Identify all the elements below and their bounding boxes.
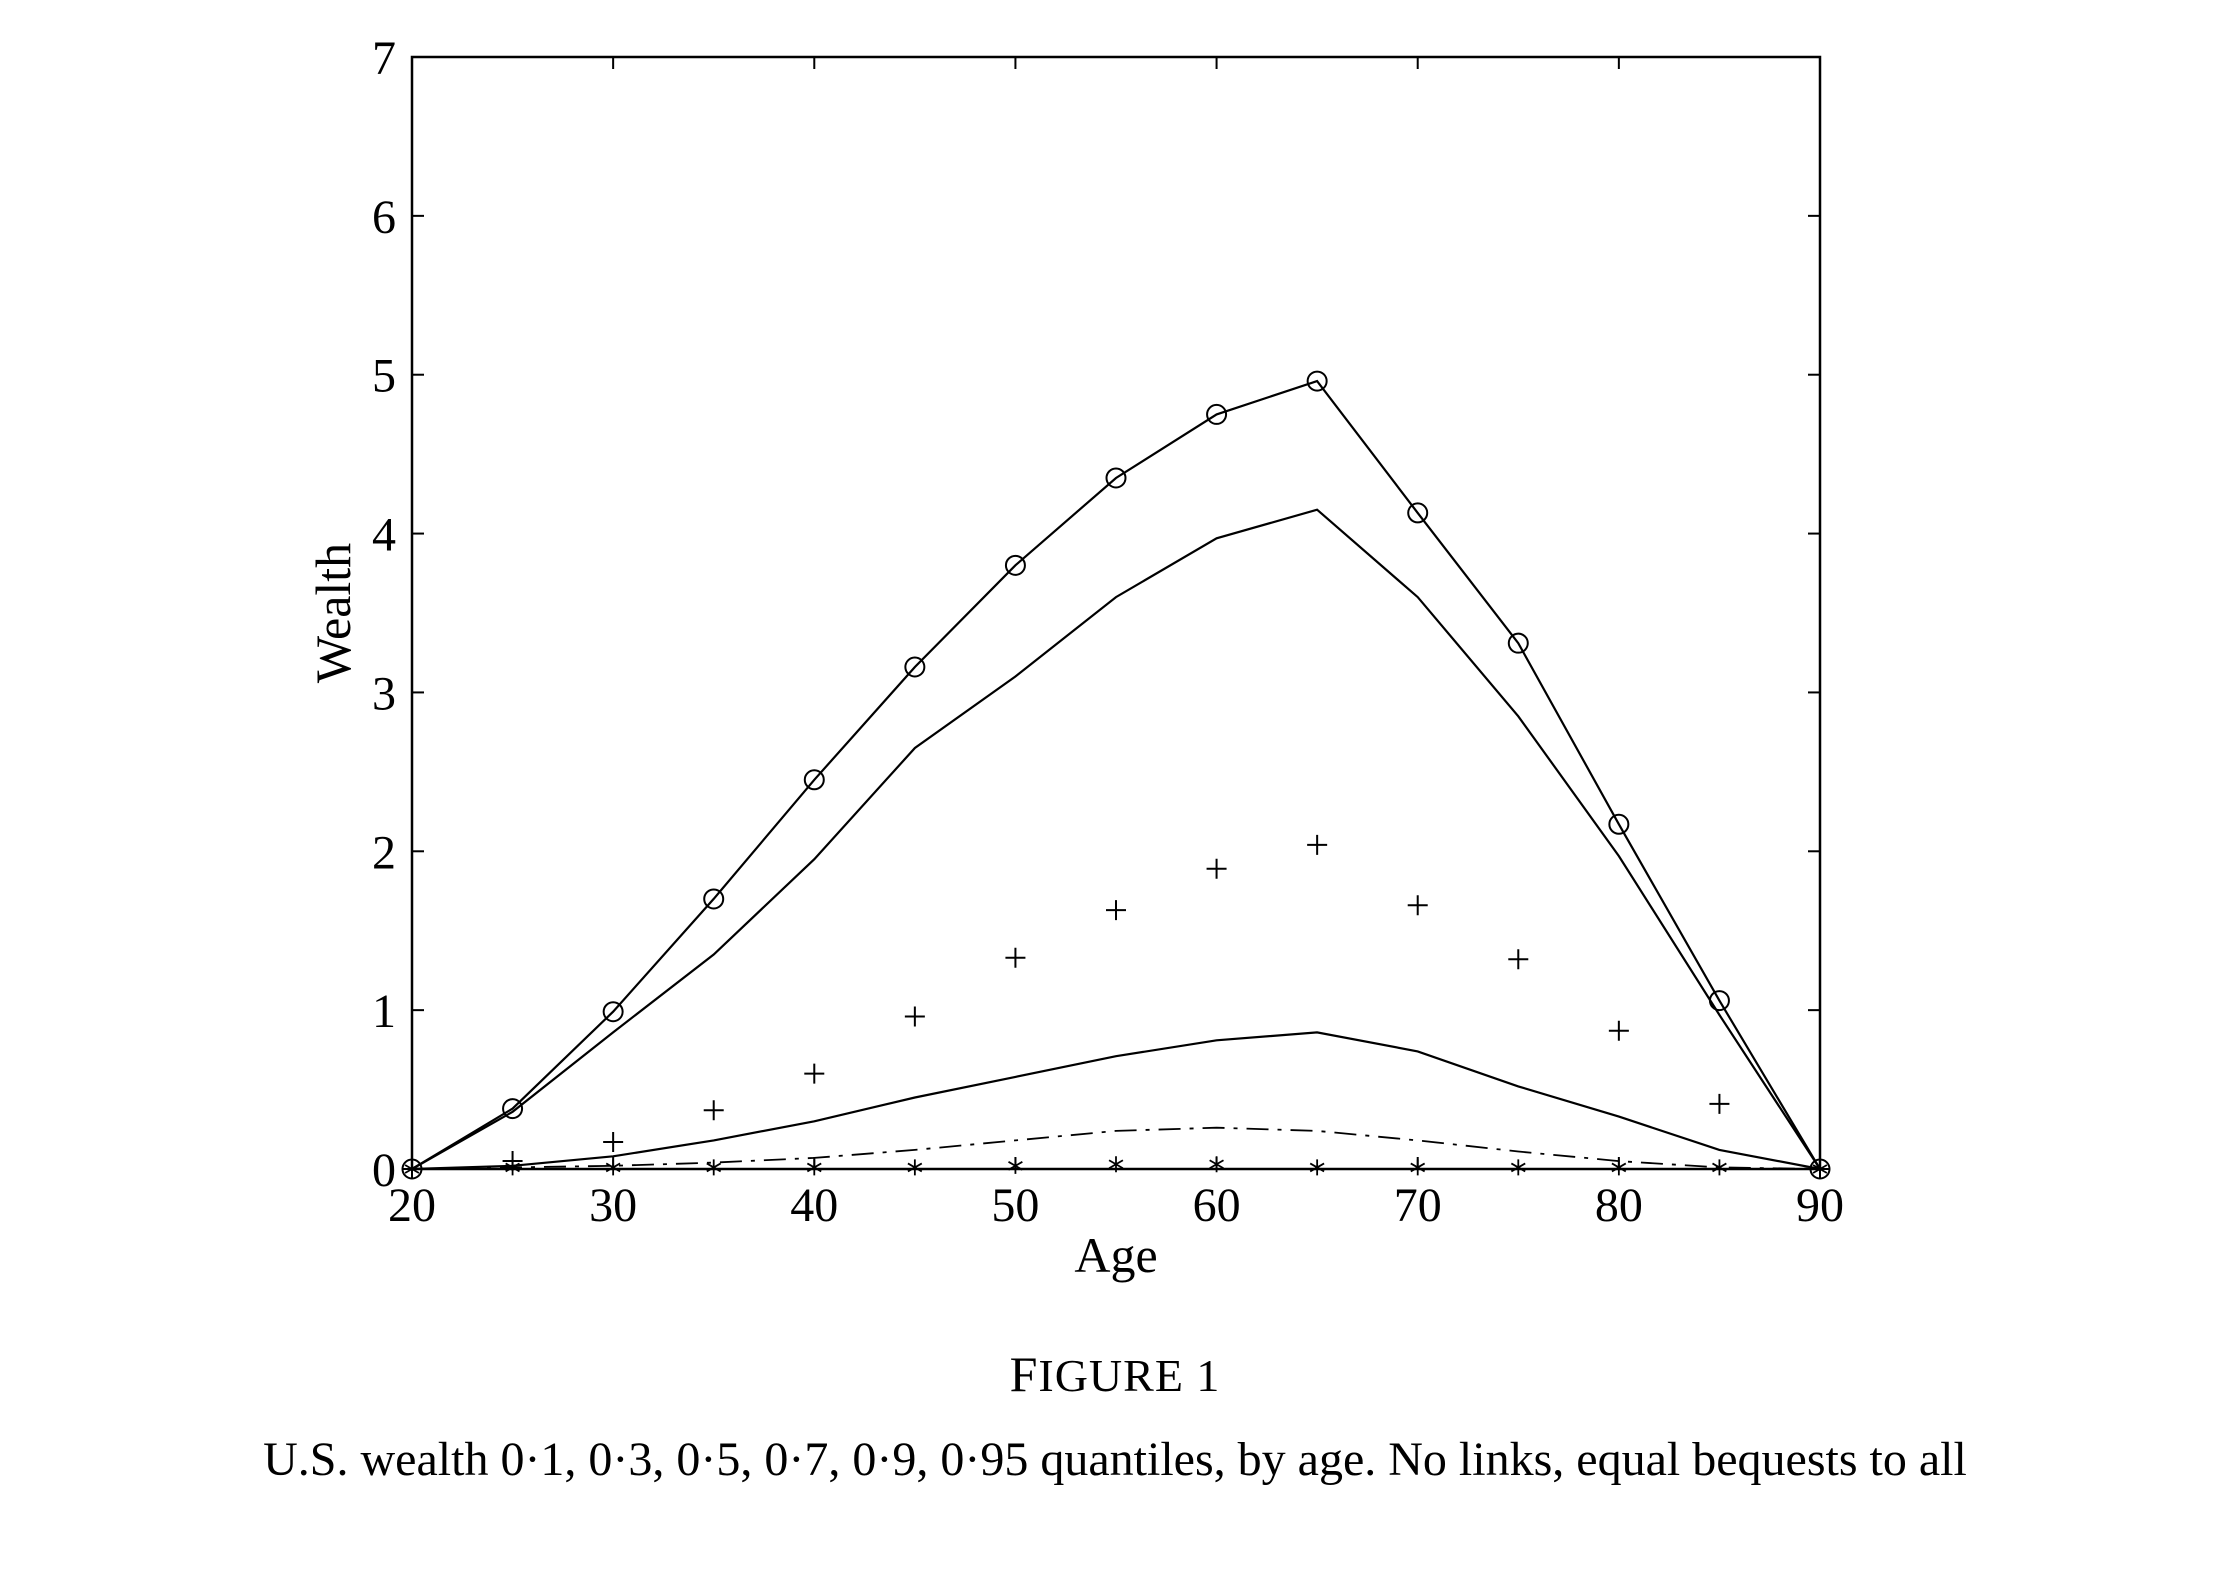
series-5-line [411,1126,1821,1170]
y-tick-label: 0 [372,1144,396,1197]
x-tick-label: 30 [589,1179,637,1232]
plus-marker [804,1063,825,1084]
plus-marker [1709,1093,1730,1114]
plus-marker [1307,834,1328,855]
plus-marker [1005,947,1026,968]
circle-marker [1206,403,1228,425]
plus-marker [904,1006,925,1027]
circle-marker [602,1001,624,1023]
series-4-line [411,1031,1821,1171]
ticks-layer: 20 30 40 50 60 70 80 90 0 1 2 3 4 5 6 7 [372,32,1844,1232]
plus-marker [703,1100,724,1121]
x-axis-label: Age [1074,1227,1157,1283]
star-marker [1309,1159,1325,1176]
circle-marker [1407,502,1429,524]
figure-label: FIGURE 1 [1009,1346,1221,1402]
x-tick-label: 70 [1394,1179,1442,1232]
series-4 [411,1031,1821,1171]
circle-marker [803,769,825,791]
x-tick-label: 20 [388,1179,436,1232]
circle-marker [703,888,725,910]
circle-marker [1105,467,1127,489]
y-axis-label: Wealth [305,543,361,683]
plus-marker [1206,858,1227,879]
series-5 [411,1126,1821,1170]
circle-marker [1507,632,1529,654]
y-tick-label: 2 [372,826,396,879]
circle-marker [1004,554,1026,576]
star-marker [1712,1159,1727,1176]
series-1-line [411,379,1821,1170]
y-tick-label: 4 [372,509,396,562]
y-tick-label: 3 [372,667,396,720]
x-tick-label: 90 [1796,1179,1844,1232]
figure-caption: U.S. wealth 0·1, 0·3, 0·5, 0·7, 0·9, 0·9… [263,1433,1967,1486]
star-marker [1510,1159,1526,1176]
series-layer [401,370,1831,1180]
y-tick-label: 7 [372,32,396,85]
x-tick-label: 60 [1193,1179,1241,1232]
circle-marker [904,656,926,678]
x-tick-label: 50 [991,1179,1039,1232]
plus-marker [1508,949,1529,970]
x-tick-label: 80 [1595,1179,1643,1232]
y-tick-label: 6 [372,191,396,244]
x-tick-label: 40 [790,1179,838,1232]
plus-marker [1106,900,1126,921]
star-marker [706,1159,722,1176]
circle-marker [1608,813,1630,835]
series-1 [401,370,1831,1180]
series-6 [404,1156,1828,1177]
y-tick-label: 5 [372,350,396,403]
plus-marker [1407,895,1428,916]
series-2-line [411,508,1821,1170]
series-2 [411,508,1821,1170]
plus-marker [603,1131,624,1152]
series-3 [402,834,1830,1179]
circle-marker [1306,370,1328,392]
circle-marker [502,1098,524,1120]
y-tick-label: 1 [372,985,396,1038]
star-marker [907,1159,923,1176]
plus-marker [1608,1020,1629,1041]
plot-frame [410,55,1822,1171]
